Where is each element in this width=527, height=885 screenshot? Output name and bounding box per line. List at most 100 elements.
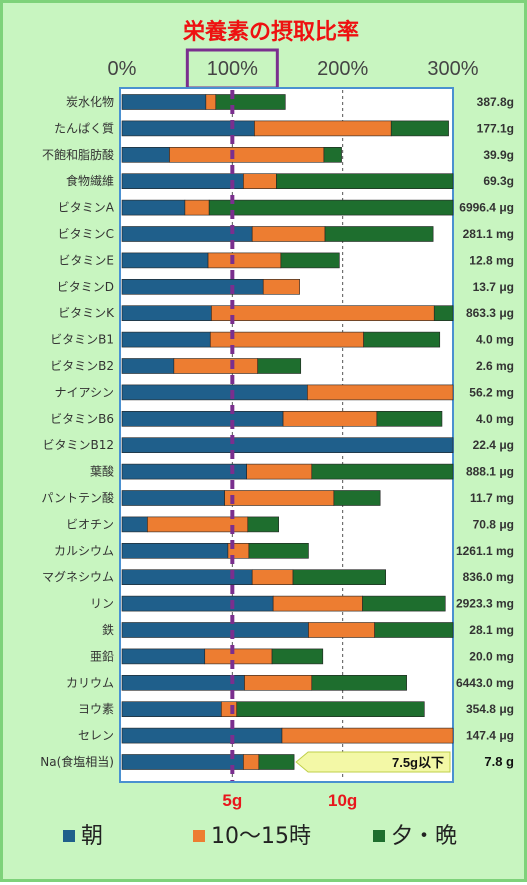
row-label: ビタミンA <box>58 201 115 215</box>
nutrient-intake-chart: 栄養素の摂取比率 0% 100% 200% 300% 炭水化物たんぱく質不飽和脂肪酸食… <box>40 19 514 849</box>
bar-segment <box>121 278 264 295</box>
gram-tick-label: 10g <box>328 791 357 810</box>
amount-label: 4.0 mg <box>476 412 514 426</box>
bar-segment <box>121 701 222 718</box>
bar-segment <box>121 516 148 533</box>
amount-label: 4.0 mg <box>476 333 514 347</box>
bar-segment <box>244 674 313 691</box>
bar-segment <box>271 648 324 665</box>
amount-label: 2923.3 mg <box>456 597 514 611</box>
row-label: ビタミンB2 <box>50 359 114 373</box>
gram-ticks: 5g 10g <box>222 791 357 810</box>
amount-label: 147.4 μg <box>466 729 514 743</box>
legend-swatch <box>373 830 385 842</box>
limit-callout-shape <box>295 751 451 773</box>
chart-title: 栄養素の摂取比率 <box>182 19 359 45</box>
bar-segment <box>276 173 454 189</box>
row-label: マグネシウム <box>42 570 114 584</box>
row-label: 亜鉛 <box>90 649 114 663</box>
bar-segment <box>121 490 225 506</box>
bar-segment <box>374 622 454 638</box>
bar-segment <box>390 120 449 137</box>
bar-segment <box>236 701 425 718</box>
amount-label: 70.8 μg <box>473 517 514 531</box>
bar-segment <box>121 173 244 189</box>
amount-label: 7.8 g <box>484 754 514 769</box>
amount-label: 354.8 μg <box>466 702 514 716</box>
bar-segment <box>258 754 295 770</box>
amount-label: 28.1 mg <box>469 623 514 637</box>
amount-label: 387.8g <box>477 95 514 109</box>
bar-segment <box>247 516 279 533</box>
bar-segment <box>169 147 325 163</box>
bar-segment <box>243 754 260 770</box>
bar-segment <box>248 542 309 559</box>
x-tick-label: 300% <box>427 58 478 80</box>
bar-segment <box>121 94 207 110</box>
legend-swatch <box>63 830 75 842</box>
bar-segment <box>121 595 274 612</box>
row-label: Na(食塩相当) <box>40 754 114 769</box>
bar-segment <box>121 252 209 269</box>
bar-segment <box>324 226 434 242</box>
bar-segment <box>282 410 378 427</box>
bar-segment <box>257 358 302 374</box>
bar-segment <box>323 147 342 163</box>
bar-segment <box>121 674 245 691</box>
bar-segment <box>121 410 284 427</box>
bar-segment <box>292 569 386 586</box>
row-label: カルシウム <box>54 544 114 558</box>
row-label: たんぱく質 <box>54 120 114 135</box>
bar-segment <box>215 94 286 110</box>
bar-segment <box>272 595 363 612</box>
x-axis-ticks: 0% 100% 200% 300% <box>108 48 479 90</box>
amount-labels: 387.8g 177.1g 39.9g 69.3g 6996.4 μg 281.1 mg 1… <box>456 95 514 769</box>
row-label: ビタミンB12 <box>42 438 114 452</box>
bar-segment <box>121 384 308 401</box>
legend-label: 朝 <box>81 824 103 849</box>
bar-segment <box>121 727 283 744</box>
amount-label: 2.6 mg <box>476 359 514 373</box>
bar-segment <box>121 463 247 480</box>
bar-segment <box>121 542 229 559</box>
bar-segment <box>363 331 441 348</box>
row-label: 鉄 <box>102 622 114 637</box>
bar-segment <box>121 437 454 454</box>
bar-segment <box>121 622 309 638</box>
amount-label: 11.7 mg <box>470 491 514 505</box>
bar-segment <box>121 754 244 770</box>
row-label: ビタミンB6 <box>50 412 114 426</box>
bar-segment <box>311 463 454 480</box>
bar-segment <box>121 358 175 374</box>
bar-segment <box>121 120 255 137</box>
row-label: ビタミンE <box>58 253 114 267</box>
amount-label: 863.3 μg <box>466 306 514 320</box>
bar-segment <box>121 305 212 322</box>
bar-segment <box>376 410 443 427</box>
row-label: 炭水化物 <box>66 95 114 109</box>
x-tick-label: 100% <box>207 58 258 80</box>
bars-group <box>121 94 454 770</box>
row-label: ビタミンB1 <box>50 333 114 347</box>
amount-label: 836.0 mg <box>463 570 514 584</box>
amount-label: 177.1g <box>477 121 514 135</box>
bar-segment <box>280 252 340 269</box>
bar-segment <box>251 226 326 242</box>
legend-label: 10～15時 <box>211 824 311 849</box>
row-label: ビタミンC <box>58 227 114 241</box>
row-label: 食物繊維 <box>66 173 114 188</box>
amount-label: 281.1 mg <box>463 227 514 241</box>
bar-segment <box>281 727 454 744</box>
bar-segment <box>121 199 186 216</box>
amount-label: 56.2 mg <box>469 385 514 399</box>
amount-label: 69.3g <box>483 174 514 188</box>
bar-segment <box>262 278 300 295</box>
bar-segment <box>254 120 392 137</box>
bar-segment <box>207 252 282 269</box>
amount-label: 6443.0 mg <box>456 676 514 690</box>
bar-segment <box>211 305 435 322</box>
row-label: 葉酸 <box>90 464 114 479</box>
bar-segment <box>224 490 335 506</box>
